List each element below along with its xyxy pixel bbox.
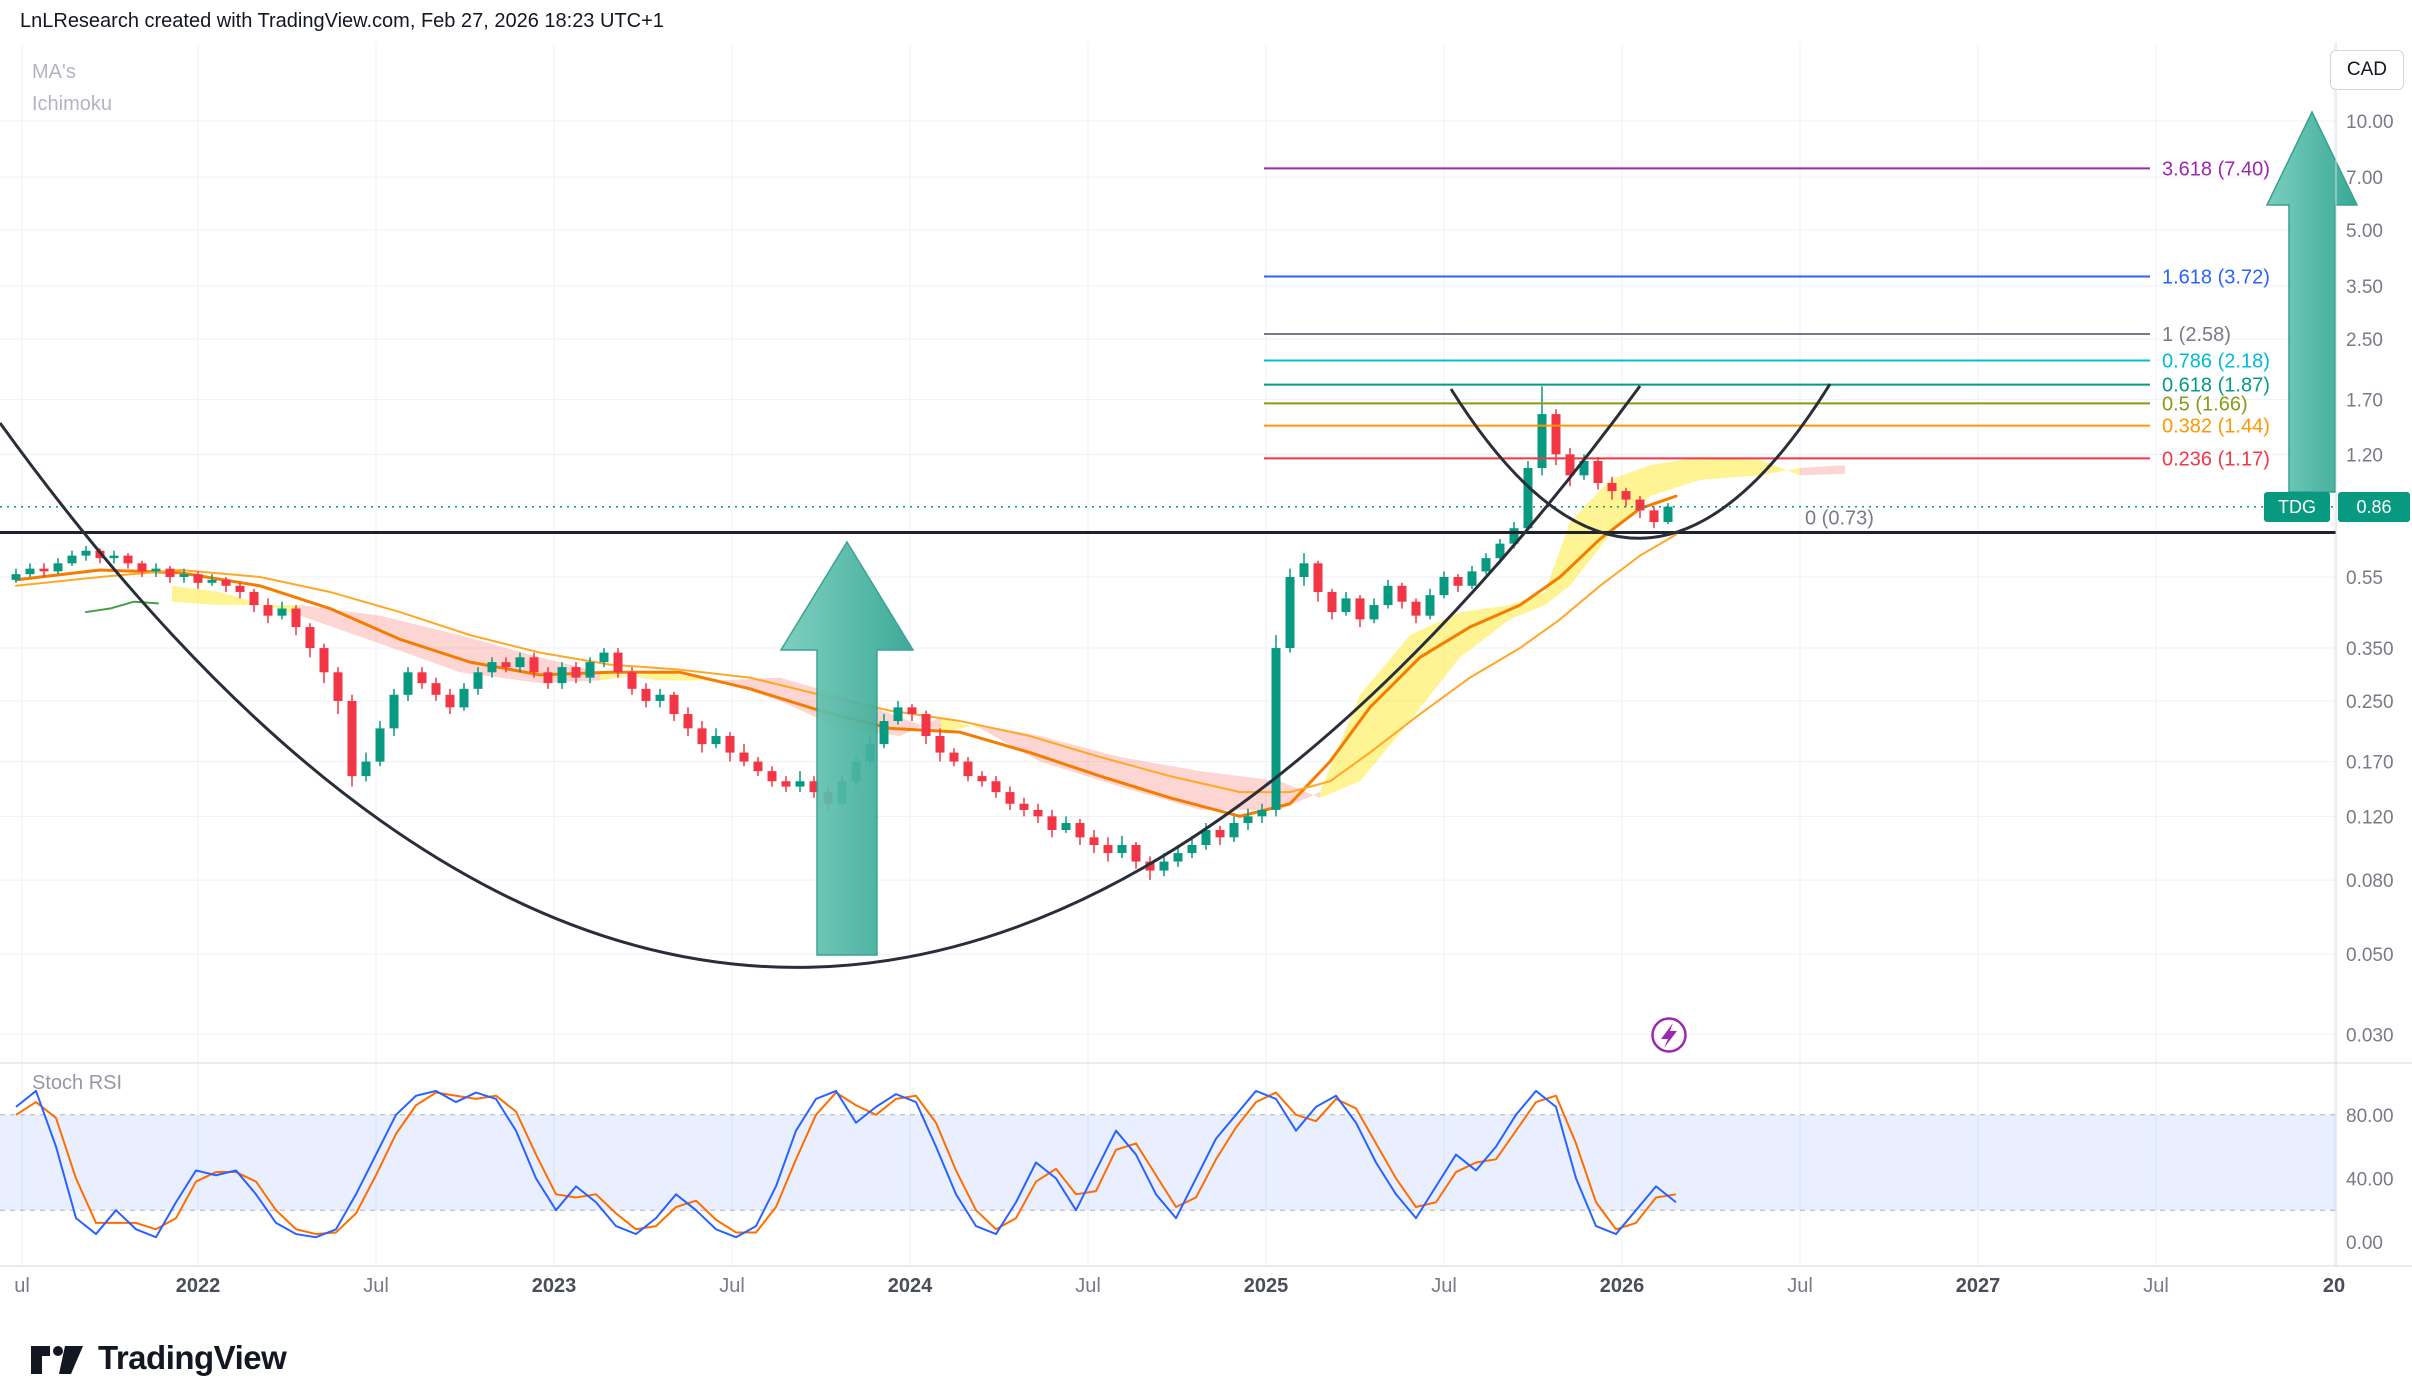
stoch-k-line [15, 1089, 1677, 1239]
svg-text:3.50: 3.50 [2346, 277, 2383, 298]
ticker-label-badge: TDG [2264, 492, 2330, 522]
svg-text:0.170: 0.170 [2346, 753, 2394, 774]
legend-item-mas[interactable]: MA's [32, 61, 76, 83]
svg-text:Jul: Jul [1075, 1275, 1101, 1297]
svg-text:0.250: 0.250 [2346, 692, 2394, 713]
fib-level-label: 0.382 (1.44) [2162, 416, 2270, 438]
fib-level-label: 0.618 (1.87) [2162, 375, 2270, 397]
svg-text:2023: 2023 [532, 1275, 577, 1297]
tradingview-logo-icon[interactable] [28, 1338, 86, 1378]
candlestick-series [11, 386, 1673, 881]
breakout-arrow[interactable] [779, 540, 915, 956]
svg-text:0.120: 0.120 [2346, 807, 2394, 828]
ma-green [85, 600, 159, 614]
legend-item-ichimoku[interactable]: Ichimoku [32, 93, 113, 115]
handle-curve[interactable] [1449, 383, 1832, 540]
chart-header: LnLResearch created with TradingView.com… [0, 0, 2412, 42]
tradingview-brand-text[interactable]: TradingView [98, 1339, 287, 1376]
svg-text:7.00: 7.00 [2346, 168, 2383, 189]
svg-text:2026: 2026 [1600, 1275, 1645, 1297]
cup-curve[interactable] [0, 385, 1642, 969]
fib-retracement[interactable]: 3.618 (7.40) 1.618 (3.72) 1 (2.58) 0.786 (2… [1264, 158, 2270, 529]
svg-text:0.050: 0.050 [2346, 945, 2394, 966]
svg-text:2027: 2027 [1956, 1275, 2001, 1297]
last-price-badge: 0.86 [2338, 492, 2410, 522]
fib-level-label: 0.786 (2.18) [2162, 350, 2270, 372]
fib-level-label: 1.618 (3.72) [2162, 266, 2270, 288]
fib-level-label: 3.618 (7.40) [2162, 158, 2270, 180]
stoch-rsi-plot [0, 1089, 2336, 1239]
ma-orange-slow [15, 533, 1677, 794]
ma-orange-fast [14, 494, 1678, 818]
fib-level-label: 0.236 (1.17) [2162, 448, 2270, 470]
fib-level-label: 1 (2.58) [2162, 324, 2231, 346]
fib-zero-label: 0 (0.73) [1805, 507, 1874, 529]
svg-text:0.030: 0.030 [2346, 1025, 2394, 1046]
svg-text:ul: ul [14, 1275, 30, 1297]
stoch-rsi-label[interactable]: Stoch RSI [32, 1072, 123, 1094]
indicator-legend: MA's Ichimoku [32, 56, 112, 120]
price-axis[interactable]: 10.00 7.00 5.00 3.50 2.50 1.70 1.20 0.55 0.350 0.… [2346, 112, 2394, 1254]
svg-text:0.00: 0.00 [2346, 1233, 2383, 1254]
svg-text:80.00: 80.00 [2346, 1106, 2394, 1127]
svg-text:20: 20 [2323, 1275, 2345, 1297]
svg-text:Jul: Jul [719, 1275, 745, 1297]
svg-text:Jul: Jul [1431, 1275, 1457, 1297]
svg-text:2025: 2025 [1244, 1275, 1289, 1297]
time-axis[interactable]: ul 2022 Jul 2023 Jul 2024 Jul 2025 Jul 2026 Jul 202… [14, 1275, 2345, 1297]
svg-text:10.00: 10.00 [2346, 112, 2394, 133]
svg-text:0.350: 0.350 [2346, 639, 2394, 660]
stoch-d-line [15, 1091, 1677, 1236]
lightning-marker[interactable] [1651, 1017, 1687, 1053]
header-attribution: LnLResearch created with TradingView.com… [20, 10, 664, 32]
grid [0, 44, 2336, 1266]
svg-text:0.080: 0.080 [2346, 871, 2394, 892]
fib-level-label: 0.5 (1.66) [2162, 393, 2248, 415]
svg-text:2024: 2024 [888, 1275, 933, 1297]
footer: TradingView [28, 1338, 287, 1378]
svg-text:Jul: Jul [363, 1275, 389, 1297]
svg-text:Jul: Jul [1787, 1275, 1813, 1297]
svg-text:2022: 2022 [176, 1275, 221, 1297]
main-chart-pane[interactable] [0, 44, 2336, 1063]
svg-text:1.70: 1.70 [2346, 391, 2383, 412]
svg-text:40.00: 40.00 [2346, 1169, 2394, 1190]
svg-text:1.20: 1.20 [2346, 445, 2383, 466]
drawing-arrows[interactable] [779, 110, 2359, 956]
svg-text:Jul: Jul [2143, 1275, 2169, 1297]
svg-text:0.55: 0.55 [2346, 568, 2383, 589]
svg-text:2.50: 2.50 [2346, 330, 2383, 351]
currency-button[interactable]: CAD [2329, 50, 2404, 90]
svg-text:5.00: 5.00 [2346, 221, 2383, 242]
